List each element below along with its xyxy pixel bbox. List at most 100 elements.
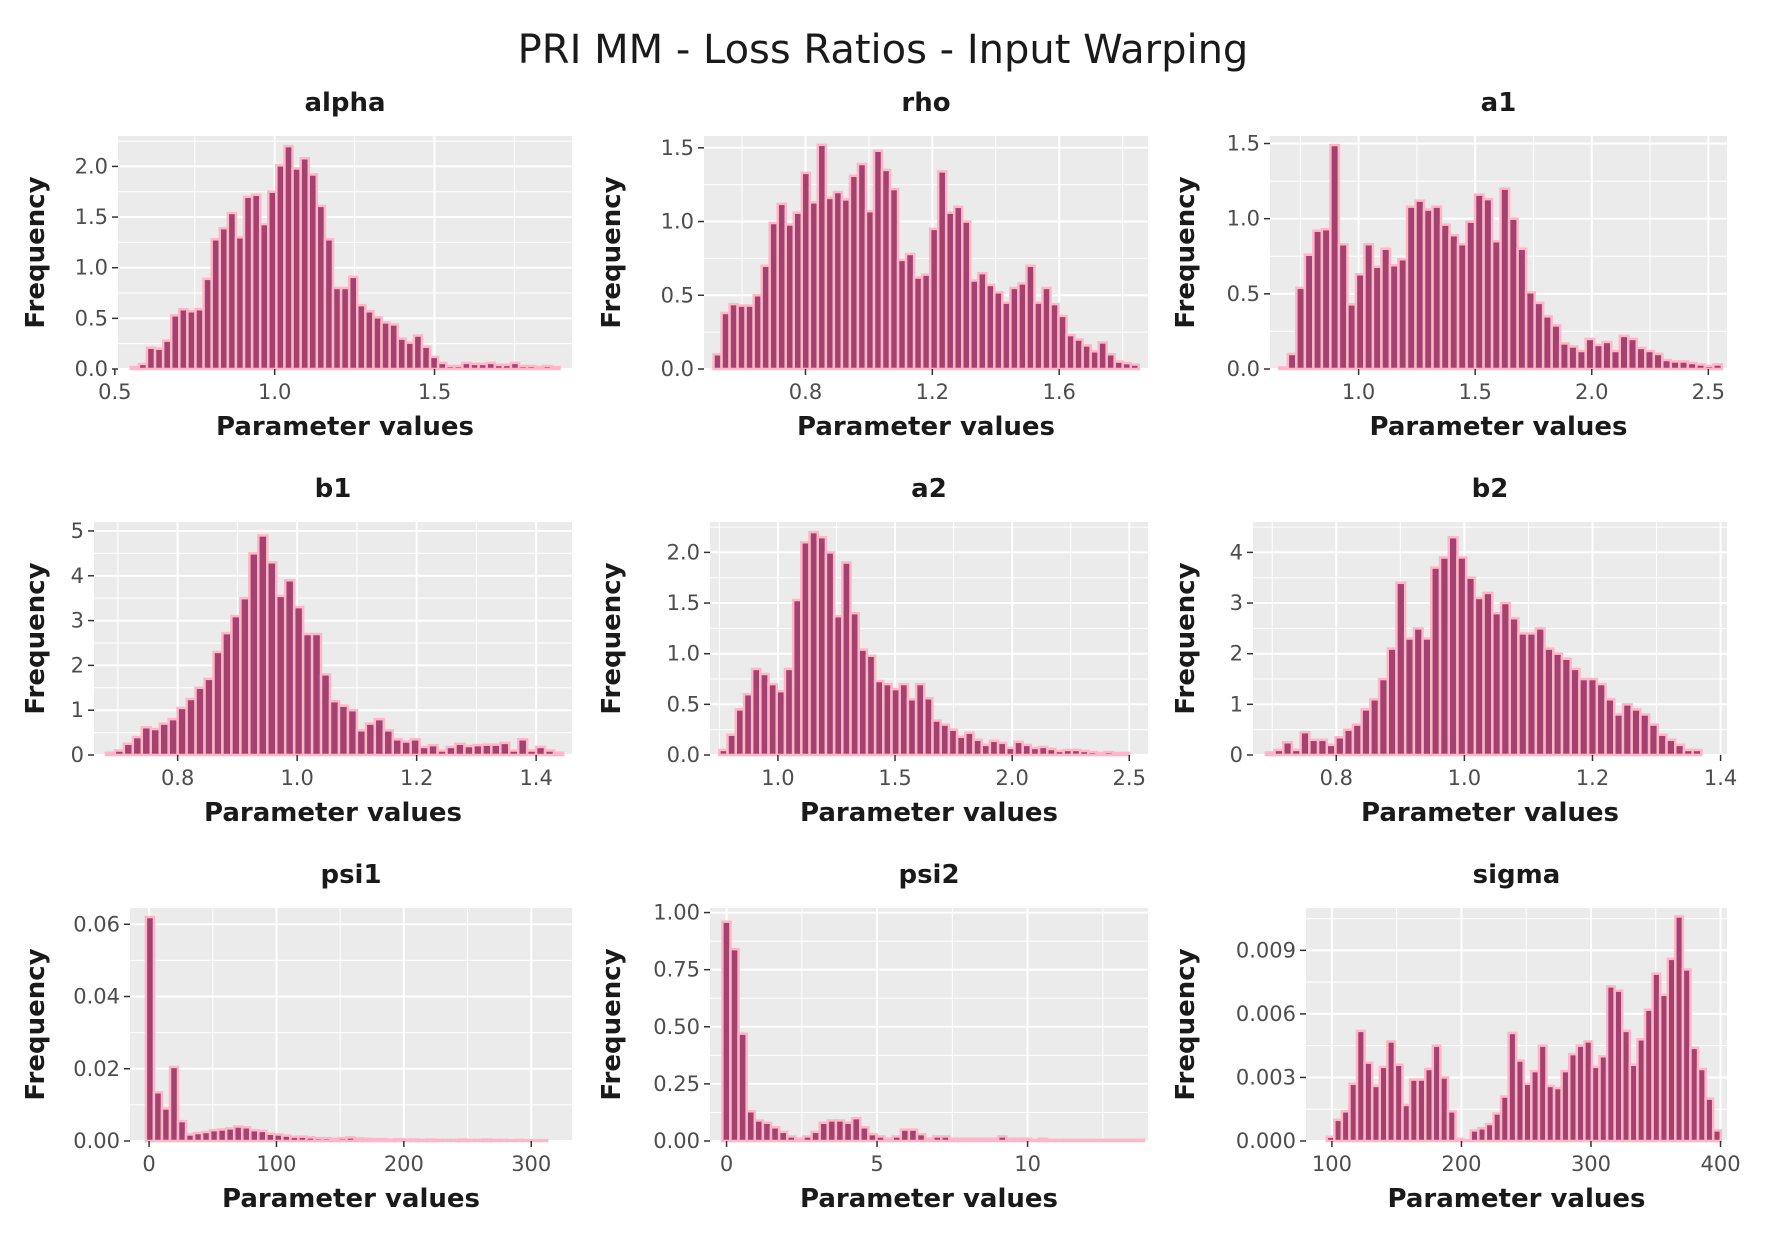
histogram-bar	[1627, 337, 1639, 371]
y-tick-label: 0.5	[667, 692, 700, 716]
histogram-bar	[1652, 352, 1664, 371]
histogram-bar	[131, 735, 144, 757]
histogram-bar	[409, 738, 421, 757]
histogram-bar	[373, 717, 386, 757]
histogram-bar	[203, 677, 215, 757]
x-tick-label: 10	[1014, 1152, 1041, 1176]
histogram-bar	[248, 552, 260, 757]
panel-rho: 0.8 1.2 1.6 0.0 0.5 1.0 1.5 rho Parameter values…	[597, 88, 1148, 442]
y-tick-label: 2	[71, 653, 84, 677]
x-tick-label: 300	[1571, 1152, 1611, 1176]
histogram-bar	[1578, 677, 1590, 757]
histogram-bar	[1661, 358, 1673, 371]
histogram-bar	[490, 743, 502, 757]
histogram-bar	[1299, 730, 1311, 757]
x-tick-label: 100	[256, 1152, 296, 1176]
y-tick-label: 0	[71, 743, 84, 767]
histogram-bar	[1448, 233, 1460, 371]
histogram-bar	[1609, 349, 1621, 371]
histogram-bar	[1119, 751, 1131, 757]
histogram-bar	[1386, 647, 1398, 757]
x-axis-title: Parameter values	[800, 798, 1058, 828]
x-tick-label: 400	[1700, 1152, 1740, 1176]
y-tick-label: 5	[71, 519, 84, 543]
histogram-bar	[212, 650, 224, 757]
histogram-bar	[1704, 1097, 1715, 1143]
x-axis: 100 200 300 400	[1312, 1141, 1741, 1176]
x-tick-label: 100	[1312, 1152, 1352, 1176]
panel-a1: 1.0 1.5 2.0 2.5 0.0 0.5 1.0 1.5 a1 Parameter valu…	[1171, 88, 1727, 442]
histogram-bar	[1456, 242, 1468, 371]
panel-psi1: 0 100 200 300 0.00 0.02 0.04 0.06 psi1 Parameter …	[21, 860, 572, 1214]
histogram-bar	[1595, 682, 1607, 757]
histogram-bar	[1639, 713, 1651, 757]
histogram-bar	[1669, 360, 1681, 371]
histogram-bar	[176, 1119, 188, 1143]
histogram-bar	[1278, 366, 1290, 371]
histogram-bar	[1482, 591, 1494, 757]
histogram-bars	[104, 534, 565, 757]
histogram-bar	[1439, 1076, 1450, 1143]
y-tick-label: 3	[1230, 591, 1243, 615]
histogram-bar	[1430, 566, 1442, 757]
y-tick-label: 1.5	[661, 136, 694, 160]
histogram-bar	[1473, 193, 1485, 371]
histogram-bar	[149, 727, 161, 757]
histogram-bar	[1465, 220, 1477, 371]
histogram-bar	[1601, 340, 1613, 371]
histogram-bar	[1473, 596, 1485, 757]
panel-sigma: 100 200 300 400 0.000 0.003 0.006 0.009 sigma Par…	[1171, 860, 1741, 1214]
histogram-bar	[1630, 708, 1642, 757]
histogram-bar	[1552, 652, 1564, 757]
x-tick-label: 1.2	[400, 766, 433, 790]
panel-title: b1	[315, 474, 352, 504]
x-axis-title: Parameter values	[800, 1184, 1058, 1214]
histogram-bar	[1499, 187, 1511, 371]
histogram-bar	[1586, 677, 1599, 757]
histogram-bar	[221, 631, 233, 757]
histogram-bar	[1351, 723, 1363, 757]
y-tick-label: 1.0	[667, 642, 700, 666]
histogram-bar	[104, 751, 117, 757]
panel-title: b2	[1472, 474, 1509, 504]
minor-gridlines	[710, 908, 1148, 1141]
x-tick-label: 1.5	[1458, 380, 1491, 404]
x-tick-label: 1.5	[418, 380, 451, 404]
histogram-bar	[1431, 205, 1443, 371]
x-tick-label: 0.8	[789, 380, 822, 404]
panel-title: sigma	[1473, 860, 1561, 890]
histogram-bar	[144, 915, 156, 1143]
histogram-bar	[113, 749, 126, 757]
y-tick-label: 0.0	[667, 743, 700, 767]
y-axis-title: Frequency	[597, 562, 627, 714]
y-tick-label: 0.06	[73, 912, 120, 936]
y-tick-label: 1.0	[75, 256, 108, 280]
x-tick-label: 0.5	[98, 380, 131, 404]
panel-title: a2	[911, 474, 947, 504]
y-tick-label: 0.04	[73, 985, 120, 1009]
x-axis: 0 5 10	[720, 1141, 1041, 1176]
histogram-bar	[328, 699, 341, 757]
histogram-bar	[1464, 576, 1477, 757]
y-tick-label: 0	[1230, 743, 1243, 767]
x-tick-label: 1.0	[280, 766, 313, 790]
histogram-bar	[1380, 247, 1392, 371]
histogram-bar	[508, 749, 520, 757]
histogram-bar	[552, 751, 565, 757]
y-tick-label: 0.5	[75, 306, 108, 330]
histogram-bar	[1647, 723, 1660, 757]
x-axis-title: Parameter values	[1361, 798, 1619, 828]
panel-background	[710, 908, 1148, 1141]
y-tick-label: 2	[1230, 642, 1243, 666]
histogram-bar	[1543, 647, 1555, 757]
x-tick-label: 1.0	[761, 766, 794, 790]
histogram-bar	[194, 686, 206, 757]
y-tick-label: 1.5	[1227, 132, 1260, 156]
histogram-bar	[1524, 291, 1536, 371]
histogram-bar	[283, 579, 296, 757]
x-axis: 0 100 200 300	[142, 1141, 551, 1176]
histogram-bar	[337, 704, 350, 757]
panel-title: alpha	[304, 88, 385, 118]
